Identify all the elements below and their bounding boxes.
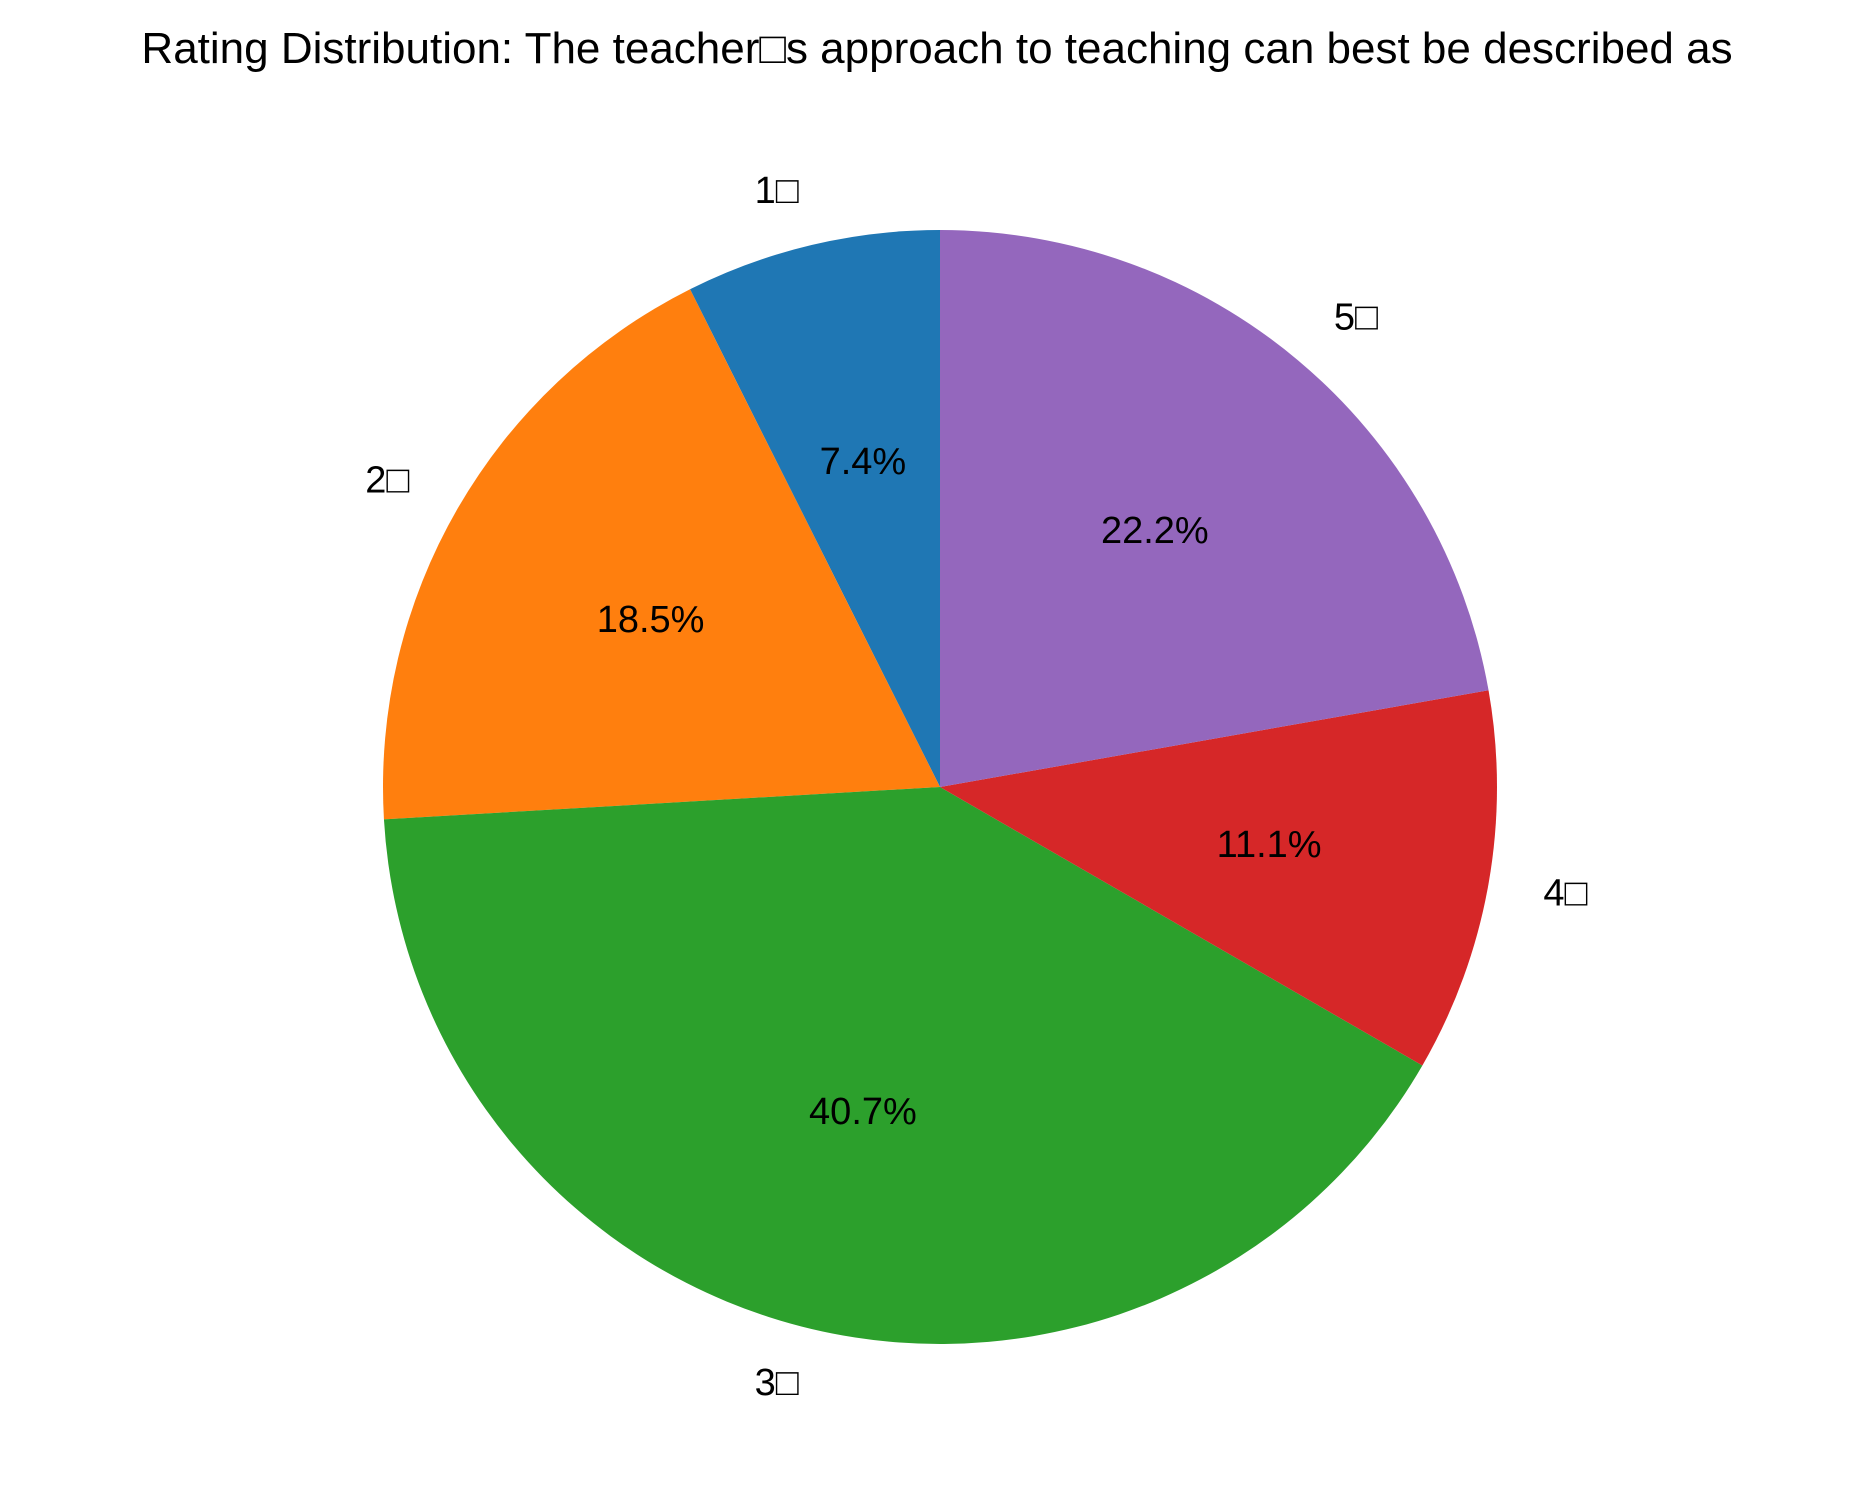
percentage-labels: 7.4% 18.5% 40.7% 11.1% 22.2% [597, 441, 1322, 1133]
slice-label-3: 3□ [755, 1362, 799, 1404]
pct-label-5: 22.2% [1101, 510, 1209, 552]
pie-slice-3 [383, 787, 1423, 1344]
slice-label-4: 4□ [1543, 872, 1587, 914]
pct-label-3: 40.7% [809, 1091, 917, 1133]
pct-label-1: 7.4% [820, 441, 907, 483]
pie-slices [382, 230, 1497, 1344]
slice-label-1: 1□ [755, 170, 799, 212]
pct-label-2: 18.5% [597, 599, 705, 641]
pie-slice-5 [940, 230, 1489, 787]
slice-label-2: 2□ [365, 460, 409, 502]
category-labels: 1□ 2□ 3□ 4□ 5□ [365, 170, 1587, 1404]
pie-slice-4 [940, 690, 1497, 1066]
pie-slice-2 [382, 289, 940, 820]
pie-slice-1 [690, 230, 940, 787]
slice-label-5: 5□ [1334, 297, 1378, 339]
pct-label-4: 11.1% [1217, 824, 1322, 866]
chart-title: Rating Distribution: The teacher□s appro… [141, 24, 1733, 73]
